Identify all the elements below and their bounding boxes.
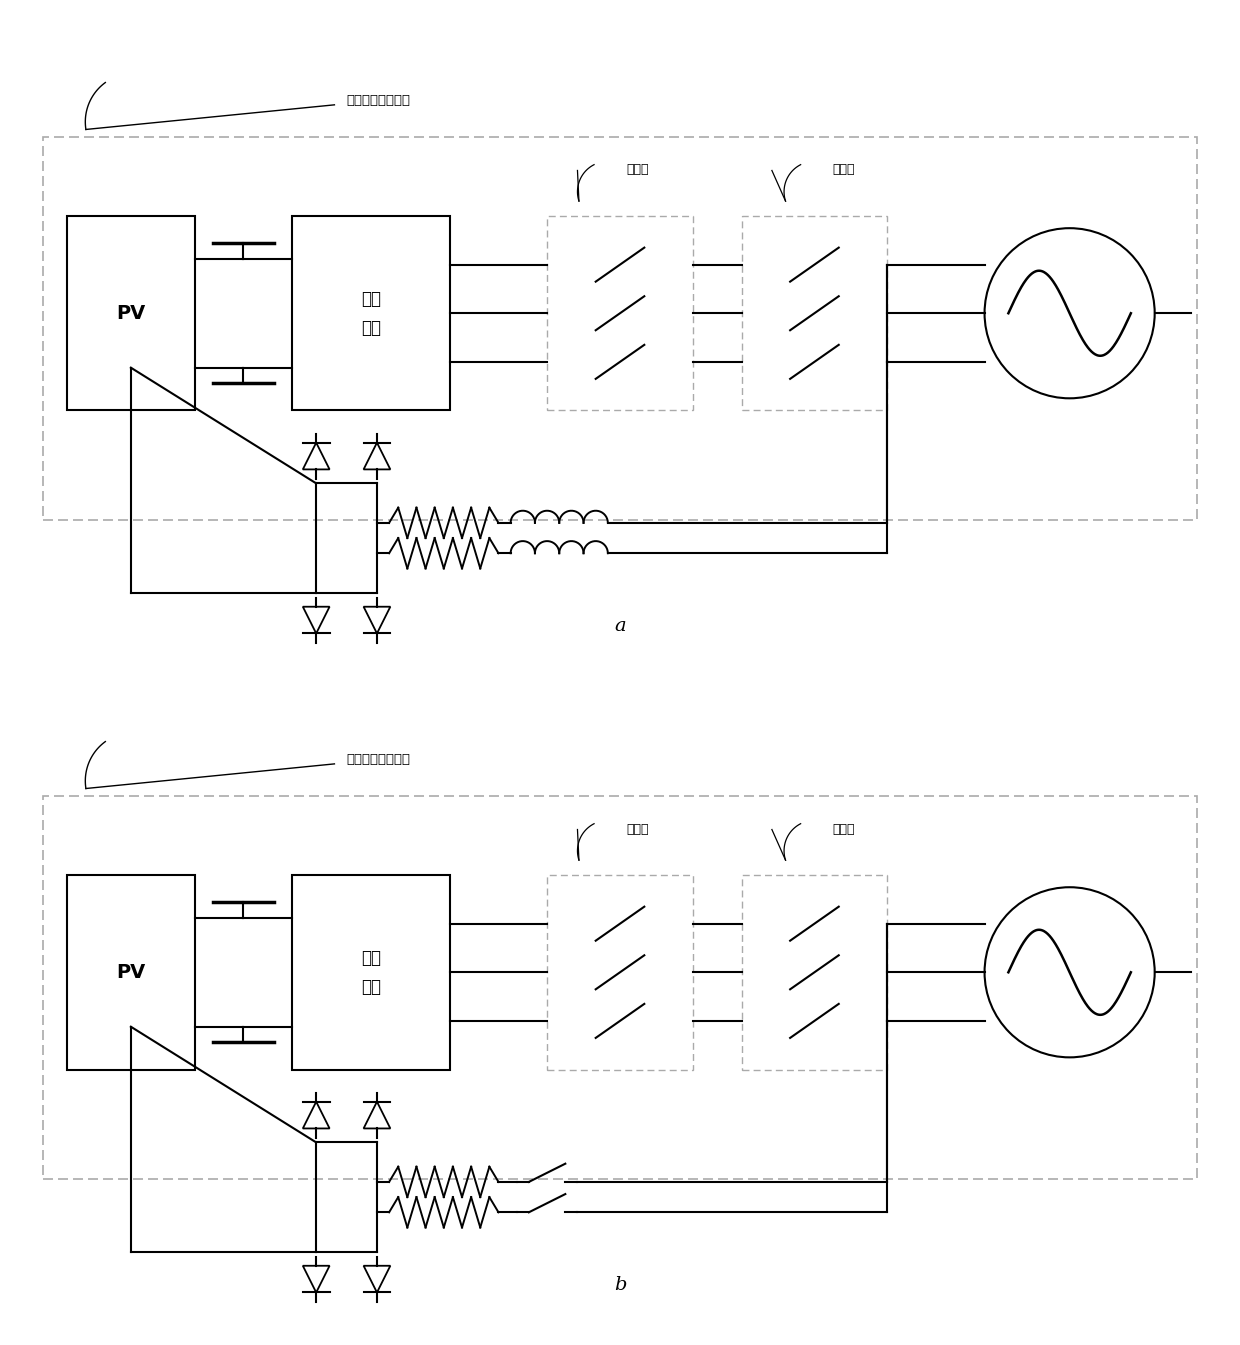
Bar: [742, 876, 888, 1069]
Bar: [291, 876, 450, 1069]
Text: a: a: [614, 617, 626, 635]
Bar: [42, 796, 1197, 1178]
Text: 第一组: 第一组: [626, 164, 649, 176]
Text: b: b: [614, 1276, 626, 1294]
Text: 典型的逆变器系统: 典型的逆变器系统: [346, 753, 410, 765]
Text: PV: PV: [117, 963, 145, 982]
Text: 第二组: 第二组: [833, 164, 856, 176]
Bar: [42, 137, 1197, 519]
Bar: [67, 876, 195, 1069]
Text: 逆变
单元: 逆变 单元: [361, 948, 381, 995]
Bar: [547, 217, 693, 410]
Bar: [291, 217, 450, 410]
Text: PV: PV: [117, 304, 145, 323]
Bar: [547, 876, 693, 1069]
Text: 逆变
单元: 逆变 单元: [361, 289, 381, 336]
Bar: [67, 217, 195, 410]
Bar: [742, 217, 888, 410]
Text: 第一组: 第一组: [626, 823, 649, 835]
Text: 典型的逆变器系统: 典型的逆变器系统: [346, 94, 410, 106]
Text: 第二组: 第二组: [833, 823, 856, 835]
